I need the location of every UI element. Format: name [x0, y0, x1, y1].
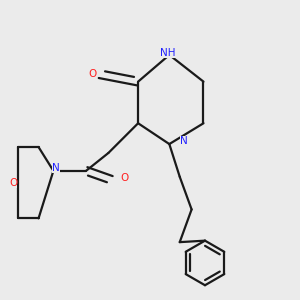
Text: O: O — [88, 69, 96, 79]
Text: N: N — [52, 163, 60, 173]
Text: O: O — [9, 178, 17, 188]
Text: N: N — [180, 136, 188, 146]
Text: NH: NH — [160, 48, 176, 59]
Text: O: O — [121, 173, 129, 183]
